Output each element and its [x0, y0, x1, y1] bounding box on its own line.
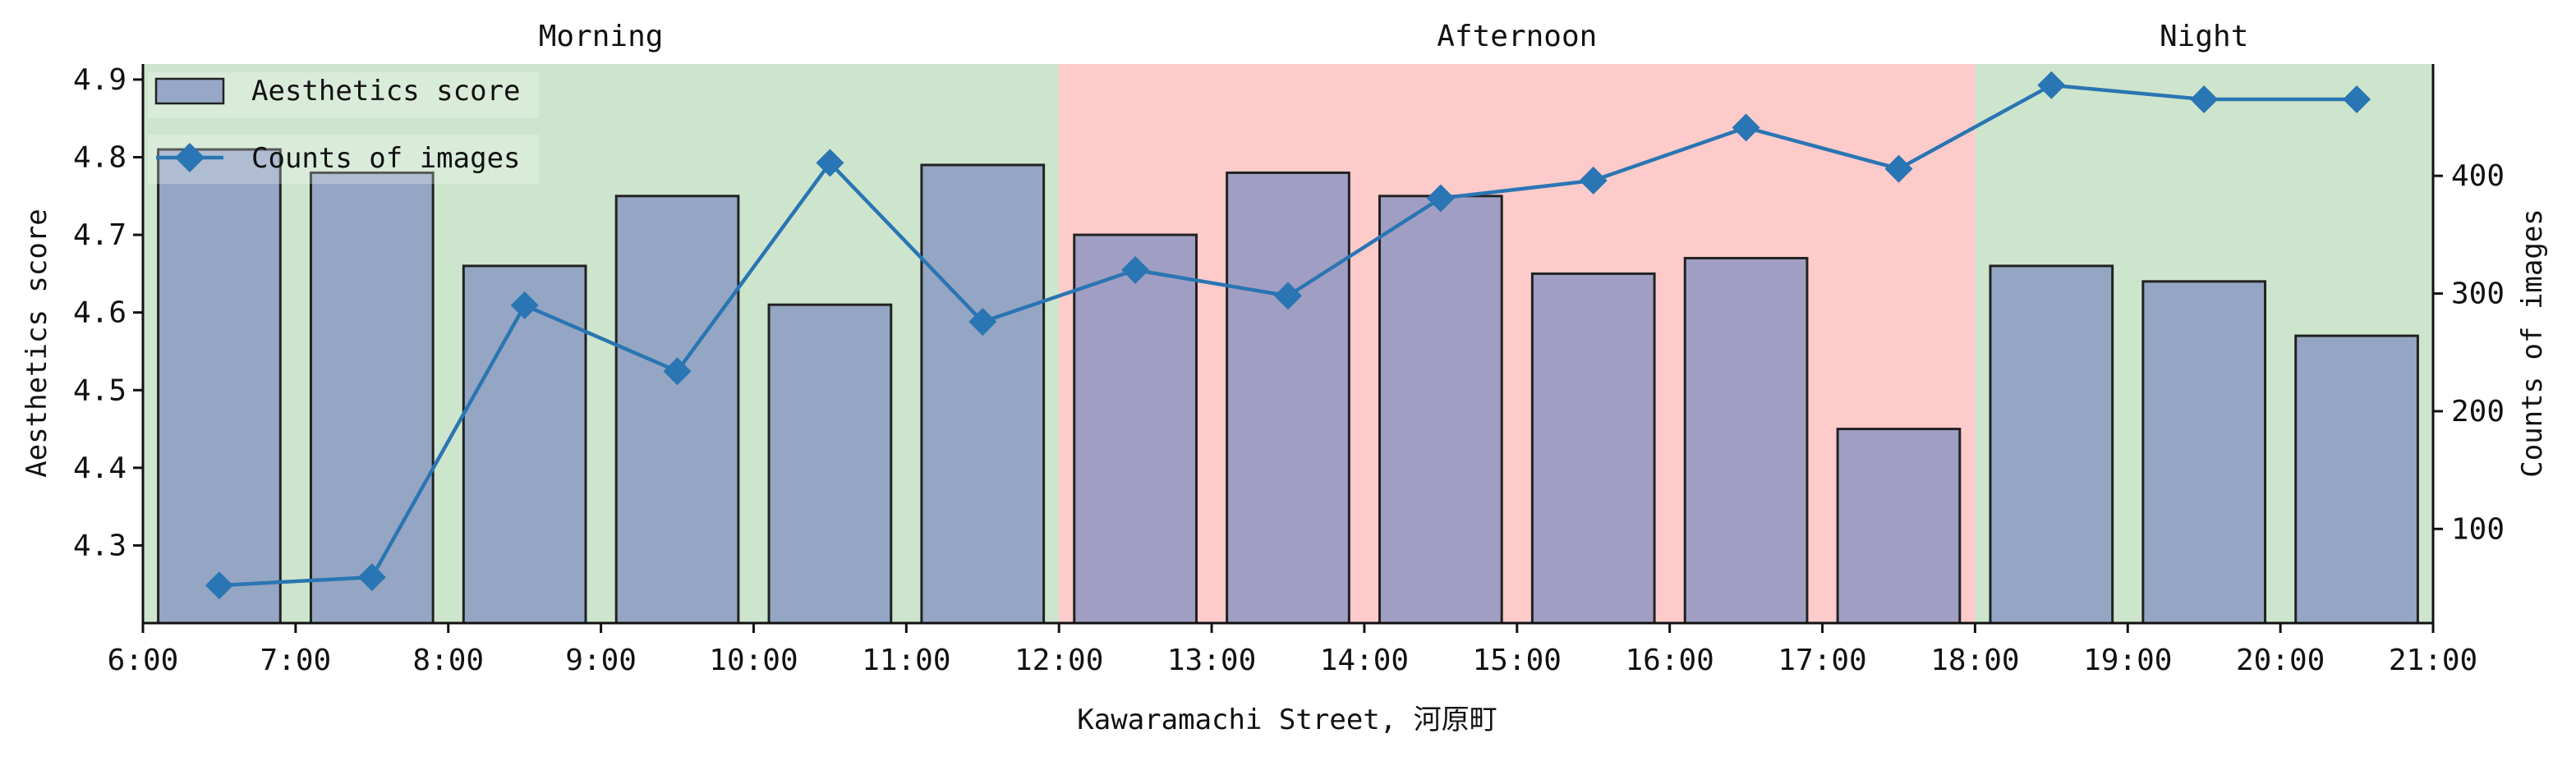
x-tick-label: 6:00 — [108, 644, 179, 677]
y-left-tick-label: 4.3 — [73, 529, 126, 562]
line-series — [205, 71, 2371, 600]
line-point — [1884, 154, 1913, 183]
period-label-morning: Morning — [539, 20, 664, 53]
x-tick-label: 8:00 — [412, 644, 484, 677]
line-point — [2343, 85, 2371, 114]
period-labels: Morning Afternoon Night — [539, 20, 2249, 53]
line-point — [1579, 166, 1608, 195]
y-left-tick-label: 4.6 — [73, 296, 126, 330]
x-tick-label: 18:00 — [1930, 644, 2019, 677]
bar — [1378, 195, 1503, 625]
y-right-tick-label: 200 — [2451, 395, 2505, 429]
bar — [1836, 428, 1962, 625]
axes: 6:00 7:00 8:00 9:00 10:00 11:00 12:00 13:00 14:0… — [73, 63, 2505, 677]
x-tick-label: 19:00 — [2083, 644, 2172, 677]
line-point — [816, 149, 844, 177]
bar — [2294, 334, 2419, 625]
bar — [2141, 280, 2267, 625]
period-label-night: Night — [2160, 20, 2248, 53]
line-point — [968, 307, 997, 336]
x-axis-title: Kawaramachi Street, 河原町 — [1077, 704, 1497, 736]
line-point — [1426, 184, 1455, 213]
line-point — [1274, 282, 1302, 310]
bar — [614, 195, 740, 625]
line-point — [510, 291, 539, 319]
y-left-tick-label: 4.7 — [73, 218, 126, 252]
legend-swatch-bar — [154, 77, 225, 105]
x-tick-label: 9:00 — [565, 644, 637, 677]
bar — [1989, 264, 2114, 625]
x-tick-label: 16:00 — [1625, 644, 1714, 677]
x-tick-label: 21:00 — [2389, 644, 2477, 677]
bar — [1073, 233, 1198, 625]
y-left-tick-label: 4.5 — [73, 374, 126, 407]
y-left-tick-label: 4.9 — [73, 63, 126, 97]
x-tick-label: 15:00 — [1473, 644, 1562, 677]
x-tick-label: 10:00 — [709, 644, 798, 677]
x-tick-label: 14:00 — [1320, 644, 1409, 677]
y-axis-left-title: Aesthetics score — [21, 209, 53, 478]
legend-label-bar: Aesthetics score — [251, 75, 521, 108]
x-tick-label: 7:00 — [260, 644, 332, 677]
y-right-tick-label: 100 — [2451, 512, 2505, 546]
line-point — [357, 563, 386, 592]
bar — [1530, 272, 1656, 625]
period-bands — [143, 64, 2433, 623]
bar — [462, 264, 587, 625]
bar — [157, 148, 282, 625]
legend-swatch-marker — [175, 143, 205, 172]
period-band-morning — [143, 64, 1060, 623]
bar — [309, 171, 435, 625]
x-tick-label: 20:00 — [2236, 644, 2325, 677]
y-right-tick-label: 300 — [2451, 277, 2505, 311]
x-tick-label: 12:00 — [1014, 644, 1103, 677]
line-point — [2037, 71, 2066, 99]
y-axis-right-title: Counts of images — [2516, 209, 2549, 478]
line-point — [205, 571, 233, 600]
y-left-tick-label: 4.8 — [73, 141, 126, 175]
bar — [920, 163, 1046, 625]
bar — [1226, 171, 1350, 625]
y-left-tick-label: 4.4 — [73, 452, 126, 485]
legend: Aesthetics score Counts of images — [148, 72, 539, 184]
line-point — [663, 357, 692, 386]
line-point — [2190, 85, 2219, 114]
bar — [767, 303, 893, 625]
bar-series — [157, 148, 2419, 625]
period-label-afternoon: Afternoon — [1437, 20, 1597, 53]
legend-label-line: Counts of images — [251, 142, 521, 175]
y-right-tick-label: 400 — [2451, 159, 2505, 193]
x-tick-label: 17:00 — [1778, 644, 1866, 677]
line-point — [1732, 113, 1760, 142]
line-point — [1121, 255, 1150, 284]
x-tick-label: 11:00 — [862, 644, 950, 677]
period-band-afternoon — [1059, 64, 1976, 623]
bar — [1683, 256, 1809, 625]
x-tick-label: 13:00 — [1167, 644, 1256, 677]
